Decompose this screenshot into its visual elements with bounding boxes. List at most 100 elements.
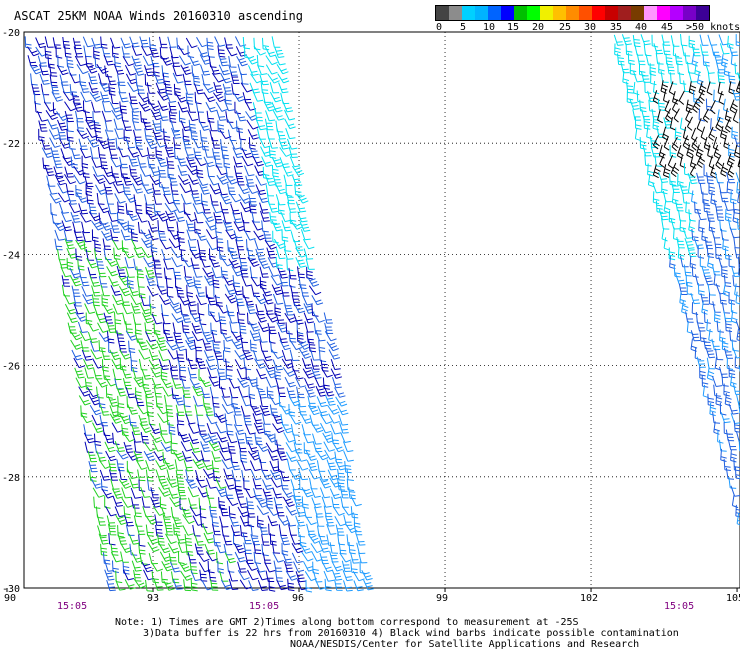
wind-barb <box>167 414 174 426</box>
wind-barb <box>219 442 229 452</box>
wind-barb <box>281 212 291 222</box>
wind-barb <box>175 459 183 470</box>
wind-barb <box>161 572 168 584</box>
wind-barb <box>115 193 126 203</box>
wind-barb <box>217 369 226 380</box>
wind-barb <box>318 406 328 416</box>
wind-barb <box>194 340 202 351</box>
wind-barb <box>87 193 94 205</box>
wind-barb <box>290 157 300 167</box>
wind-barb <box>317 397 327 407</box>
wind-barb <box>48 119 59 129</box>
wind-barb <box>160 433 171 443</box>
wind-barb <box>97 387 104 398</box>
wind-barb <box>728 36 734 49</box>
wind-barb <box>721 412 730 423</box>
wind-barb <box>349 542 356 554</box>
wind-barb <box>189 434 199 444</box>
wind-barb <box>250 83 260 93</box>
wind-barb <box>286 516 296 526</box>
wind-barb <box>97 193 104 204</box>
wind-barb <box>204 157 215 167</box>
wind-barb <box>700 35 709 46</box>
wind-barb <box>179 432 190 442</box>
wind-barb <box>143 119 152 130</box>
wind-barb <box>713 301 721 312</box>
wind-barb <box>63 37 70 49</box>
wind-barb <box>50 65 58 76</box>
latitude-labels: -20-22-24-26-28-30 <box>2 28 20 595</box>
wind-barb <box>692 53 698 66</box>
wind-barb <box>240 516 250 526</box>
wind-barb <box>676 274 686 284</box>
wind-barb <box>243 92 252 103</box>
wind-barb <box>192 65 199 77</box>
wind-barb <box>332 570 342 580</box>
wind-barb <box>347 469 354 481</box>
wind-barb <box>181 378 190 389</box>
wind-barb <box>341 432 351 442</box>
wind-barb <box>680 183 689 194</box>
wind-barb <box>277 64 288 73</box>
wind-barb <box>298 525 305 537</box>
wind-barb <box>720 220 727 232</box>
wind-barb <box>262 220 269 232</box>
wind-barb <box>79 267 87 278</box>
wind-barb <box>184 266 192 277</box>
wind-barb <box>102 111 112 121</box>
wind-barb <box>260 277 266 289</box>
wind-barb <box>158 166 166 177</box>
wind-barb <box>662 228 668 241</box>
wind-barb <box>249 321 260 331</box>
wind-barb <box>720 367 729 378</box>
wind-barb <box>228 442 236 453</box>
wind-barb <box>118 147 128 157</box>
wind-barb <box>675 128 681 141</box>
wind-barb <box>316 331 326 341</box>
wind-barb <box>163 73 170 85</box>
wind-barb <box>709 329 715 342</box>
wind-barb <box>656 53 663 64</box>
wind-barb <box>175 212 185 222</box>
wind-barb <box>320 488 330 498</box>
wind-barb <box>224 156 230 168</box>
wind-barb <box>68 323 77 334</box>
wind-barb <box>182 321 189 333</box>
wind-barb <box>724 99 730 112</box>
wind-barb <box>725 119 731 133</box>
wind-barb <box>178 165 188 175</box>
wind-barb <box>690 256 696 269</box>
wind-barb <box>724 348 733 359</box>
wind-barb <box>94 368 103 379</box>
wind-barb <box>151 56 160 67</box>
wind-barb <box>285 119 296 129</box>
wind-barb <box>162 249 171 259</box>
wind-barb <box>309 286 321 295</box>
wind-barb <box>725 393 731 406</box>
latitude-label: -28 <box>2 473 20 484</box>
wind-barb <box>146 267 156 277</box>
wind-barb <box>193 204 203 214</box>
wind-barb <box>123 175 132 186</box>
wind-barb <box>168 37 177 48</box>
wind-barb <box>356 535 365 546</box>
wind-barb <box>622 34 632 44</box>
wind-barb <box>80 275 89 286</box>
wind-barb <box>86 313 92 325</box>
wind-barb <box>137 83 145 94</box>
wind-barb <box>128 404 138 414</box>
wind-barb <box>679 91 684 105</box>
wind-barb <box>194 277 202 288</box>
wind-barb <box>307 460 317 470</box>
wind-barb <box>65 46 72 58</box>
note-line-2: 3)Data buffer is 22 hrs from 20160310 4)… <box>143 628 679 639</box>
wind-barb <box>129 93 137 104</box>
wind-barb <box>674 265 681 277</box>
wind-barb <box>217 432 228 442</box>
wind-barb <box>185 277 195 287</box>
wind-barb <box>120 358 126 370</box>
wind-barb <box>188 102 196 113</box>
wind-barb <box>291 220 303 229</box>
wind-barb <box>138 470 146 481</box>
